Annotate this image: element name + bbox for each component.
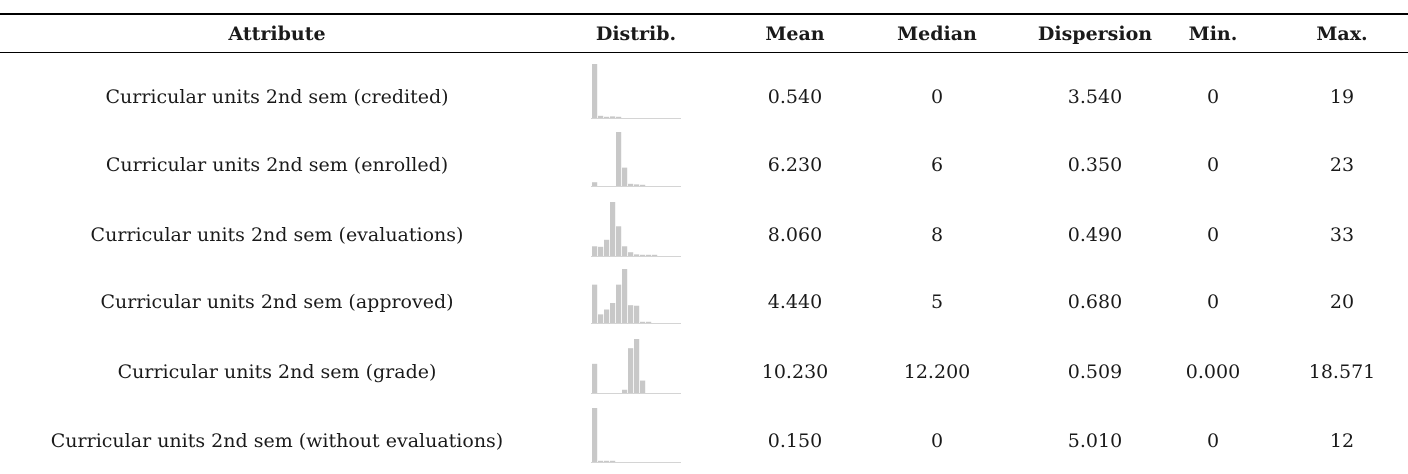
histogram-bar (634, 339, 640, 393)
dispersion-cell: 0.490 (1067, 224, 1123, 246)
table-top-rule (0, 13, 1408, 15)
distribution-sparkline (591, 339, 681, 395)
min-cell: 0 (1206, 224, 1220, 246)
histogram-bar (640, 380, 646, 393)
histogram-bar (652, 254, 658, 256)
histogram-baseline (591, 462, 681, 463)
histogram-bar (616, 132, 622, 186)
median-cell: 8 (930, 224, 944, 246)
histogram-bar (628, 183, 634, 186)
dispersion-cell: 0.509 (1067, 361, 1123, 383)
max-cell: 12 (1329, 430, 1355, 452)
histogram-bar (592, 408, 598, 462)
histogram-baseline (591, 118, 681, 119)
mean-cell: 0.150 (767, 430, 823, 452)
median-cell: 0 (930, 430, 944, 452)
histogram-bar (610, 303, 616, 323)
header-distrib: Distrib. (595, 23, 677, 45)
histogram-bar (592, 363, 598, 393)
histogram-baseline (591, 393, 681, 394)
median-cell: 6 (930, 154, 944, 176)
histogram-bar (592, 246, 598, 256)
header-median: Median (897, 23, 977, 45)
max-cell: 20 (1329, 291, 1355, 313)
attribute-cell: Curricular units 2nd sem (grade) (117, 361, 437, 383)
histogram-bar (604, 239, 610, 256)
histogram-bar (634, 184, 640, 186)
histogram-bar (616, 284, 622, 323)
histogram-bar (628, 348, 634, 393)
histogram-baseline (591, 323, 681, 324)
histogram-bar (592, 64, 598, 118)
max-cell: 23 (1329, 154, 1355, 176)
attribute-cell: Curricular units 2nd sem (enrolled) (105, 154, 449, 176)
histogram-bar (592, 284, 598, 323)
histogram-bar (634, 305, 640, 323)
histogram-bar (598, 246, 604, 256)
min-cell: 0 (1206, 86, 1220, 108)
histogram-bar (604, 460, 610, 462)
dispersion-cell: 3.540 (1067, 86, 1123, 108)
table-header-rule (0, 52, 1408, 53)
histogram-bar (616, 226, 622, 256)
attribute-cell: Curricular units 2nd sem (approved) (100, 291, 454, 313)
distribution-sparkline (591, 202, 681, 258)
median-cell: 0 (930, 86, 944, 108)
dispersion-cell: 5.010 (1067, 430, 1123, 452)
histogram-baseline (591, 186, 681, 187)
header-dispersion: Dispersion (1037, 23, 1153, 45)
histogram-bar (640, 321, 646, 323)
mean-cell: 8.060 (767, 224, 823, 246)
attribute-cell: Curricular units 2nd sem (without evalua… (50, 430, 504, 452)
histogram-bar (622, 246, 628, 256)
distribution-sparkline (591, 408, 681, 464)
histogram-bar (646, 254, 652, 256)
histogram-baseline (591, 256, 681, 257)
min-cell: 0 (1206, 154, 1220, 176)
header-min: Min. (1188, 23, 1238, 45)
header-max: Max. (1316, 23, 1368, 45)
mean-cell: 10.230 (761, 361, 829, 383)
min-cell: 0 (1206, 430, 1220, 452)
histogram-bar (622, 269, 628, 323)
histogram-bar (598, 460, 604, 462)
max-cell: 33 (1329, 224, 1355, 246)
histogram-bar (592, 182, 598, 186)
median-cell: 12.200 (903, 361, 971, 383)
distribution-sparkline (591, 269, 681, 325)
attribute-cell: Curricular units 2nd sem (credited) (105, 86, 449, 108)
min-cell: 0.000 (1185, 361, 1241, 383)
histogram-bar (640, 184, 646, 186)
histogram-bar (628, 305, 634, 323)
min-cell: 0 (1206, 291, 1220, 313)
mean-cell: 4.440 (767, 291, 823, 313)
dispersion-cell: 0.680 (1067, 291, 1123, 313)
header-mean: Mean (765, 23, 825, 45)
histogram-bar (604, 309, 610, 323)
max-cell: 18.571 (1308, 361, 1376, 383)
mean-cell: 0.540 (767, 86, 823, 108)
histogram-bar (598, 314, 604, 323)
histogram-bar (640, 254, 646, 256)
histogram-bar (604, 116, 610, 118)
dispersion-cell: 0.350 (1067, 154, 1123, 176)
header-attribute: Attribute (228, 23, 326, 45)
distribution-sparkline (591, 64, 681, 120)
histogram-bar (646, 321, 652, 323)
histogram-bar (598, 115, 604, 118)
histogram-bar (610, 460, 616, 462)
max-cell: 19 (1329, 86, 1355, 108)
histogram-bar (628, 252, 634, 256)
histogram-bar (634, 254, 640, 256)
histogram-bar (622, 389, 628, 393)
mean-cell: 6.230 (767, 154, 823, 176)
histogram-bar (610, 202, 616, 256)
median-cell: 5 (930, 291, 944, 313)
attribute-cell: Curricular units 2nd sem (evaluations) (90, 224, 464, 246)
histogram-bar (622, 167, 628, 186)
distribution-sparkline (591, 132, 681, 188)
histogram-bar (616, 116, 622, 118)
histogram-bar (610, 116, 616, 118)
